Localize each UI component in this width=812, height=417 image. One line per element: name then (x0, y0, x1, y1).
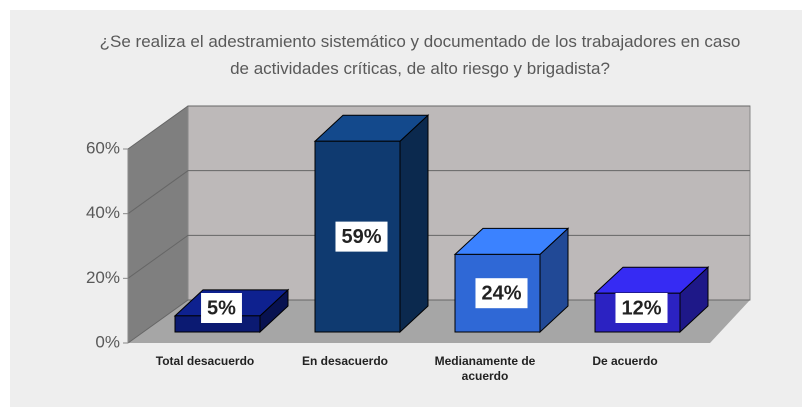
bar-side (399, 114, 429, 334)
y-tick-label: 20% (86, 268, 120, 287)
grid-line (127, 170, 750, 215)
data-label-box (475, 278, 528, 309)
grid-line (127, 105, 750, 150)
y-tick-label: 40% (86, 203, 120, 222)
y-tick-label: 0% (95, 332, 120, 351)
data-label-box (335, 221, 388, 252)
x-tick-label: Total desacuerdo (155, 354, 255, 368)
chart-title: ¿Se realiza el adestramiento sistemático… (99, 32, 741, 78)
data-label-box (615, 293, 668, 323)
side-wall (128, 106, 188, 343)
y-tick-label: 60% (86, 138, 120, 157)
data-label: 24% (481, 282, 521, 304)
x-tick-label: De acuerdo (592, 354, 658, 368)
data-label: 5% (207, 297, 236, 319)
x-tick-label: En desacuerdo (301, 354, 389, 368)
x-tick-label: Medianamente de acuerdo (434, 354, 536, 383)
data-label-box (201, 293, 242, 323)
bar (453, 227, 570, 334)
data-label: 12% (621, 297, 661, 319)
data-label: 59% (341, 226, 381, 248)
bar (593, 266, 710, 334)
